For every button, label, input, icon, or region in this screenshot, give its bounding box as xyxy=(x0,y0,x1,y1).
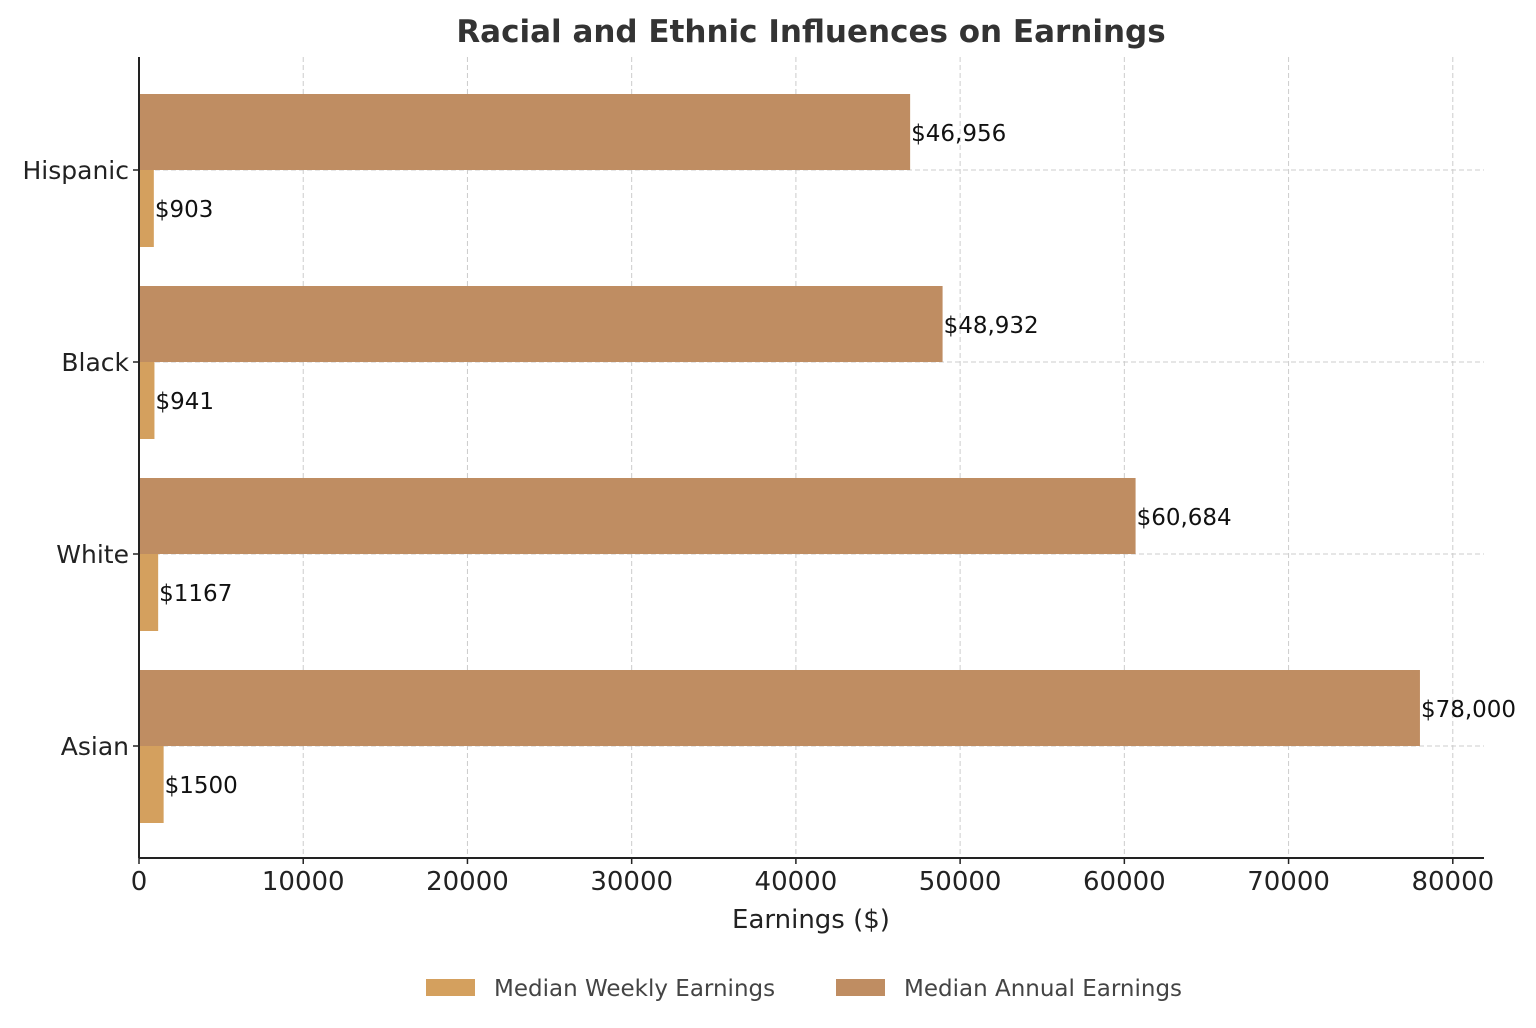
data-label-annual: $46,956 xyxy=(911,121,1006,147)
data-label-weekly: $1500 xyxy=(165,773,238,799)
y-tick-label: Black xyxy=(61,348,129,377)
data-label-annual: $78,000 xyxy=(1421,697,1516,723)
x-tick-label: 20000 xyxy=(426,867,509,897)
legend-swatch xyxy=(836,979,885,996)
x-tick-label: 40000 xyxy=(755,867,838,897)
data-label-weekly: $903 xyxy=(155,197,214,223)
data-label-annual: $48,932 xyxy=(944,313,1039,339)
data-label-weekly: $941 xyxy=(155,389,214,415)
y-tick-label: Hispanic xyxy=(23,156,130,185)
y-tick-label: Asian xyxy=(61,732,129,761)
y-tick-label: White xyxy=(56,540,129,569)
chart-title: Racial and Ethnic Influences on Earnings xyxy=(456,14,1165,50)
x-axis-label: Earnings ($) xyxy=(732,905,890,935)
bar-weekly-black xyxy=(139,362,155,439)
x-tick-label: 60000 xyxy=(1083,867,1166,897)
bar-weekly-white xyxy=(139,554,159,631)
x-tick-label: 80000 xyxy=(1411,867,1494,897)
legend-label: Median Weekly Earnings xyxy=(494,976,775,1002)
bar-annual-hispanic xyxy=(139,94,911,170)
bar-annual-white xyxy=(139,478,1136,554)
x-tick-label: 30000 xyxy=(590,867,673,897)
legend-label: Median Annual Earnings xyxy=(904,976,1182,1002)
legend: Median Weekly Earnings Median Annual Earn… xyxy=(426,976,1182,1002)
data-label-annual: $60,684 xyxy=(1137,505,1232,531)
axes: 0 10000 20000 30000 40000 50000 60000 70000 8000… xyxy=(23,57,1494,897)
x-tick-label: 0 xyxy=(131,867,148,897)
x-tick-label: 70000 xyxy=(1247,867,1330,897)
bar-weekly-asian xyxy=(139,746,164,823)
data-label-weekly: $1167 xyxy=(159,581,232,607)
bars: $46,956 $903 $48,932 $941 $60,684 $1167 $78,00… xyxy=(139,94,1516,823)
bar-weekly-hispanic xyxy=(139,170,154,247)
x-tick-label: 10000 xyxy=(262,867,345,897)
x-tick-label: 50000 xyxy=(919,867,1002,897)
legend-swatch xyxy=(426,979,475,996)
bar-annual-black xyxy=(139,286,943,362)
bar-annual-asian xyxy=(139,670,1420,746)
